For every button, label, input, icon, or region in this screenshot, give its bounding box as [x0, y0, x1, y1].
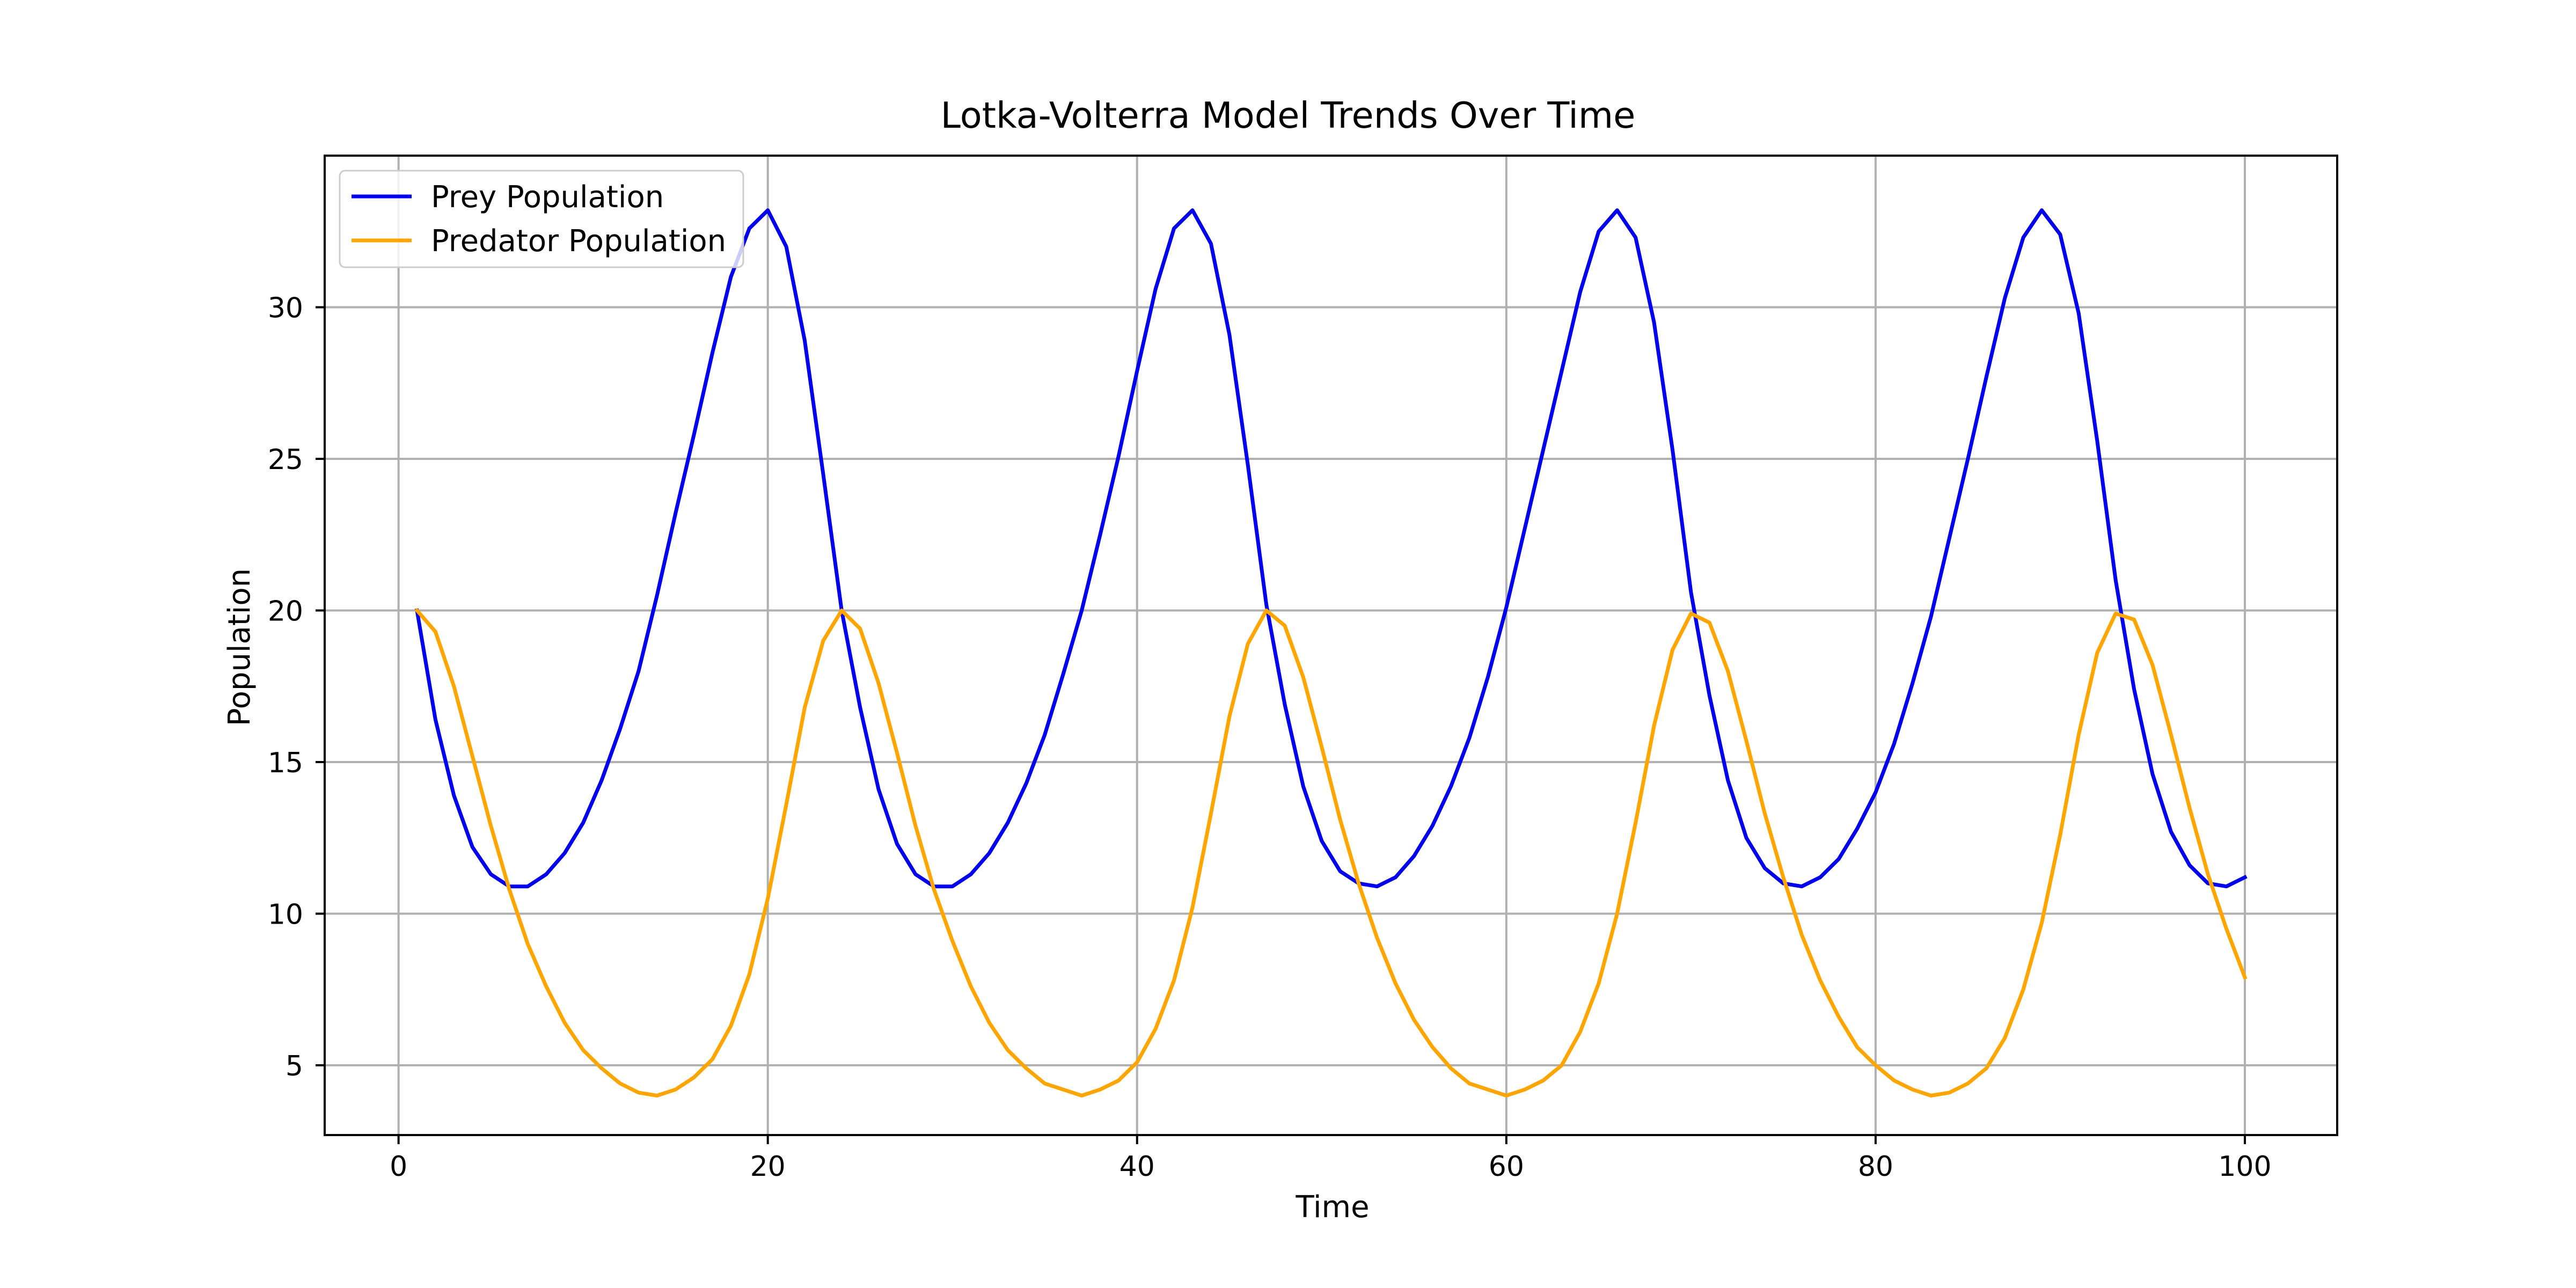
- y-tick-label: 10: [268, 899, 303, 931]
- x-tick-label: 100: [2218, 1151, 2271, 1183]
- x-tick-label: 60: [1489, 1151, 1524, 1183]
- y-tick-label: 5: [286, 1050, 303, 1082]
- axes-frame: [324, 155, 2338, 1136]
- series-lines: [414, 208, 2248, 1097]
- axis-ticks: 0 20 40 60 80 100 5 10 15 20 25 30: [268, 292, 2272, 1183]
- legend-label: Prey Population: [431, 180, 664, 215]
- x-tick-label: 80: [1858, 1151, 1893, 1183]
- x-tick-label: 0: [390, 1151, 407, 1183]
- series-line-prey-population: [414, 208, 2248, 889]
- x-tick-label: 20: [750, 1151, 786, 1183]
- legend-box: [339, 170, 744, 268]
- y-axis-label: Population: [222, 568, 257, 726]
- x-tick-label: 40: [1119, 1151, 1155, 1183]
- legend: Prey Population Predator Population: [339, 170, 744, 268]
- legend-label: Predator Population: [431, 224, 726, 259]
- y-tick-label: 25: [268, 444, 303, 476]
- y-tick-label: 15: [268, 747, 303, 779]
- y-tick-label: 30: [268, 292, 303, 325]
- series-line-predator-population: [414, 608, 2248, 1097]
- y-tick-label: 20: [268, 596, 303, 628]
- grid-lines: [325, 156, 2337, 1135]
- chart-title: Lotka-Volterra Model Trends Over Time: [941, 94, 1636, 136]
- plot-frame: [324, 155, 2338, 1136]
- x-axis-label: Time: [1295, 1190, 1369, 1225]
